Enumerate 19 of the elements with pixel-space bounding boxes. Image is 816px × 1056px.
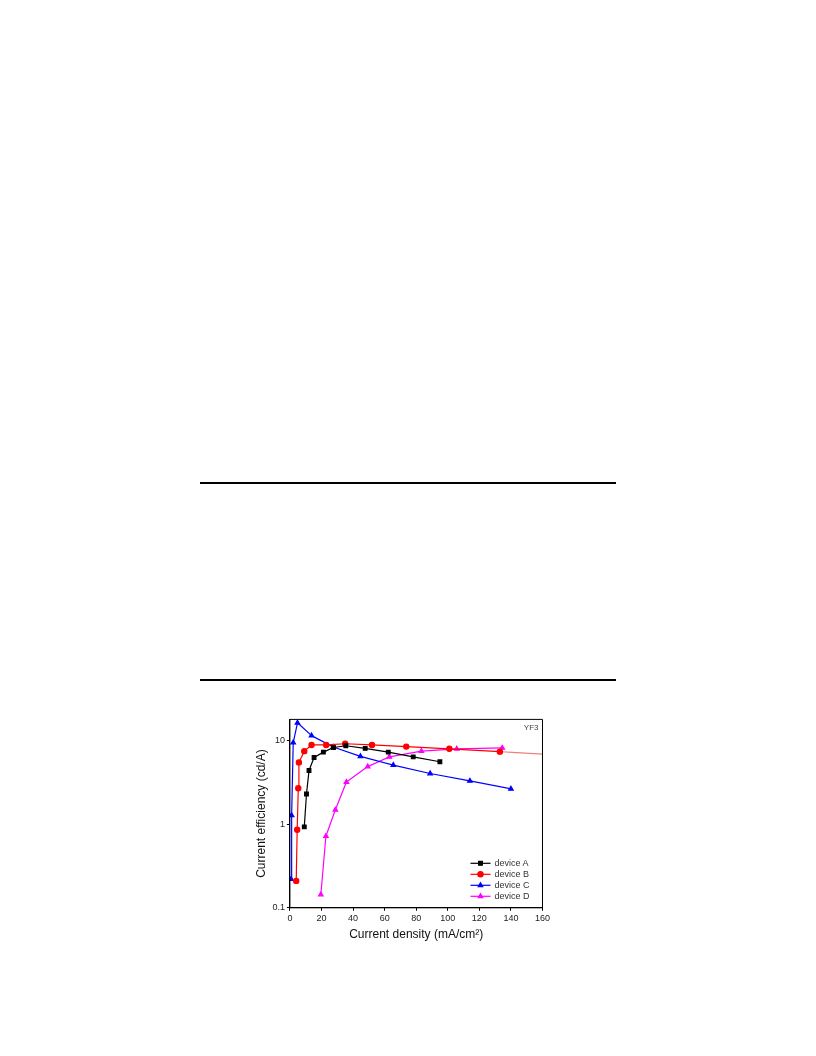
- legend-label: device B: [494, 868, 530, 879]
- x-tick-label: 20: [316, 912, 327, 923]
- y-tick-label: 10: [274, 735, 285, 746]
- legend-label: device A: [494, 857, 529, 868]
- x-tick-label: 80: [411, 912, 422, 923]
- annotation: YF3: [523, 722, 540, 732]
- y-tick-label: 0.1: [272, 902, 285, 913]
- y-tick-label: 1: [279, 818, 285, 829]
- x-tick-label: 60: [379, 912, 390, 923]
- y-axis-title: Current efficiency (cd/A): [253, 749, 268, 878]
- x-tick-label: 160: [534, 912, 551, 923]
- legend-label: device D: [494, 890, 531, 901]
- x-tick-label: 120: [471, 912, 487, 923]
- x-tick-label: 0: [287, 912, 293, 923]
- legend-label: device C: [494, 879, 531, 890]
- x-axis-title: Current density (mA/cm²): [349, 927, 484, 942]
- x-tick-label: 40: [348, 912, 359, 923]
- x-tick-label: 100: [440, 912, 456, 923]
- x-tick-label: 140: [503, 912, 519, 923]
